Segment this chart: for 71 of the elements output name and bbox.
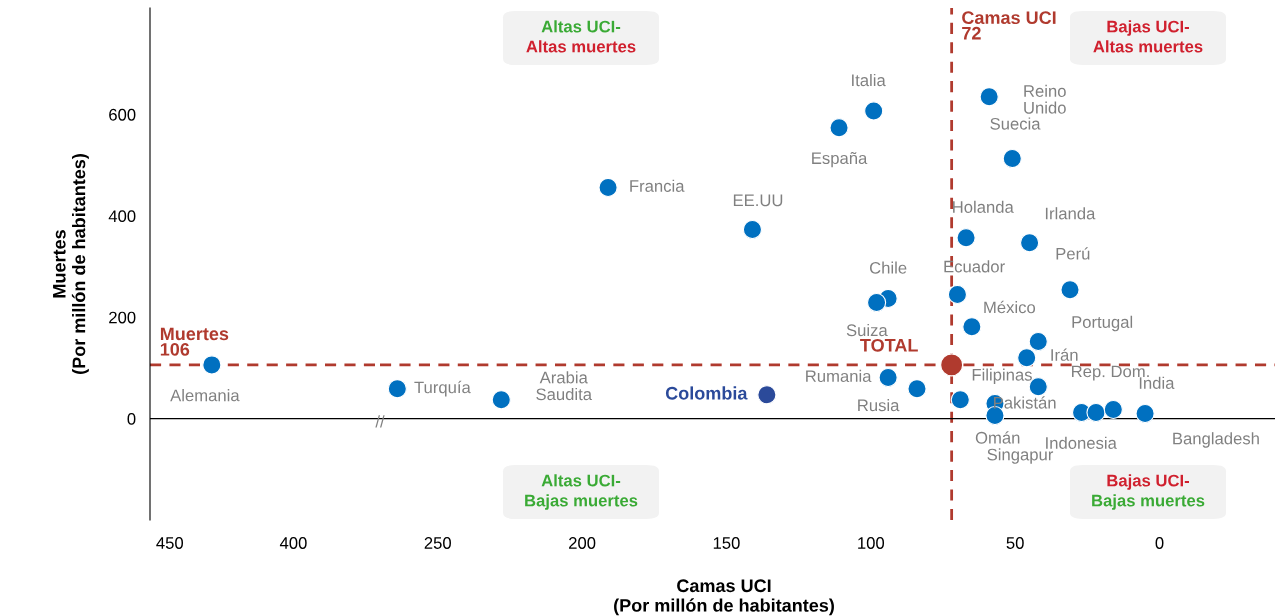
point [1135,403,1155,424]
annotation: Bajas UCI- Bajas muertes [1092,474,1205,510]
annotation: Irán [1051,348,1078,361]
x-tick-label: 200 [569,537,596,549]
x-tick-label: 400 [279,537,307,549]
point [1019,233,1040,253]
point [1002,148,1022,169]
annotation: Altas UCI- Bajas muertes [525,474,638,510]
annotation: EE.UU [733,194,783,207]
point [950,390,970,410]
point [878,367,898,388]
annotation: Perú [1056,247,1090,260]
point [866,292,887,313]
annotation: Filipinas [972,368,1032,385]
point [598,177,618,198]
point [757,385,777,405]
x-axis-title: Camas UCI (Por millón de habitantes) [614,579,834,616]
annotation: Chile [869,261,907,274]
annotation: Holanda [953,200,1014,213]
annotation: Singapur [987,448,1054,464]
annotation: Rumania [806,369,872,383]
annotation: Turquía [414,380,471,397]
x-tick-label: 150 [713,537,740,549]
point [864,101,884,121]
point [742,219,763,240]
point [829,118,849,138]
y-axis-title: Muertes (Por millón de habitantes) [53,154,89,374]
annotation: Ecuador [944,260,1005,273]
x-tick-label: 250 [424,537,451,549]
annotation: Alemania [170,389,240,402]
point [947,284,968,305]
y-tick-label: 0 [127,413,136,425]
annotation: Omán [975,431,1020,444]
y-tick-label: 600 [109,108,136,121]
annotation: Bajas UCI- Altas muertes [1093,20,1203,53]
annotation: Altas UCI- Altas muertes [526,20,636,53]
x-tick-label: 100 [858,537,885,549]
annotation: México [984,300,1036,314]
annotation: Reino Unido [1024,84,1066,114]
annotation: España [812,151,868,168]
point [1086,402,1106,423]
x-tick-label: 50 [1006,537,1024,549]
point [962,317,982,337]
annotation: Arabia Saudita [536,371,593,401]
point [387,379,407,399]
x-tick-label: 0 [1155,537,1164,549]
annotation: Italia [852,73,886,87]
annotation: Portugal [1072,315,1133,332]
point [491,390,511,410]
point [956,228,976,248]
ref-line-label: Camas UCI 72 [962,11,1056,40]
annotation: Francia [630,179,685,192]
point [979,87,999,107]
point [940,353,964,377]
x-tick-label: 450 [156,537,184,549]
series-label: TOTAL [860,338,918,352]
y-tick-label: 200 [109,311,136,324]
ref-line-label: Muertes 106 [160,327,229,356]
annotation: Indonesia [1046,436,1117,449]
point [1060,280,1080,300]
point [907,379,927,399]
annotation: Suiza [846,323,888,337]
point [1103,399,1123,420]
series-label: Colombia [665,386,748,400]
annotation: Bangladesh [1173,432,1259,448]
point [1017,348,1037,368]
point [1028,331,1048,352]
annotation: Rusia [858,398,900,412]
annotation: Suecia [990,117,1041,130]
y-tick-label: 400 [108,210,136,223]
annotation: Irlanda [1045,207,1096,220]
